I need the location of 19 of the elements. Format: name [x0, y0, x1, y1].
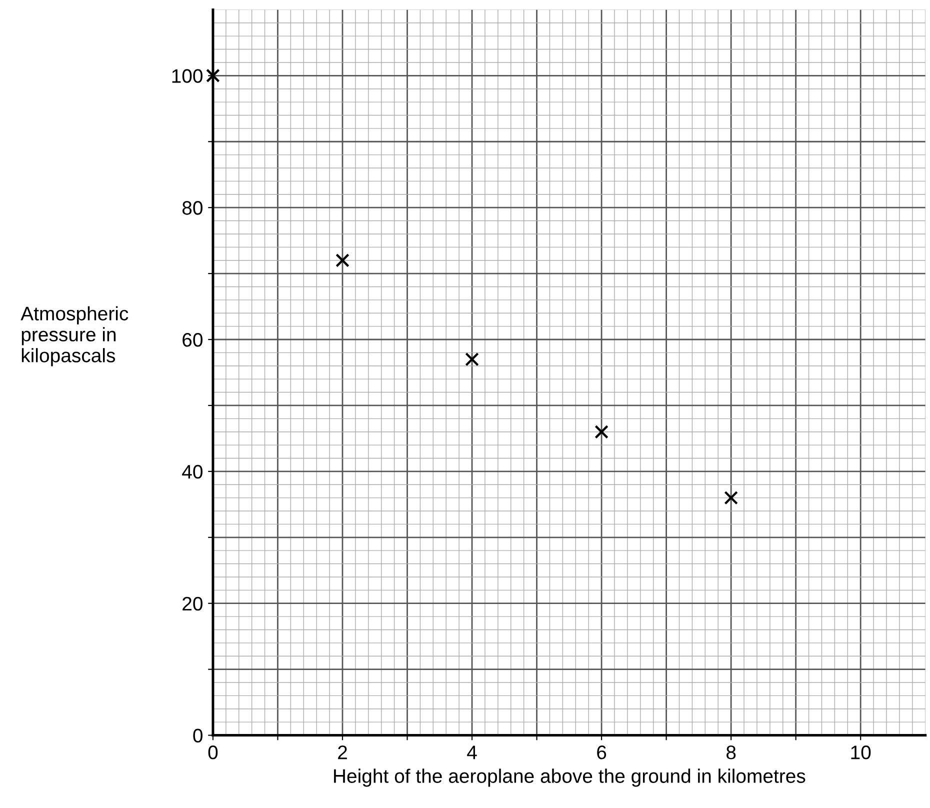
- y-tick-label: 20: [182, 596, 202, 611]
- point: [594, 424, 608, 439]
- x-tick-label: 0: [208, 746, 218, 760]
- y-tick-label: 80: [182, 201, 202, 215]
- x-tick-label: 8: [726, 746, 736, 760]
- x-tick-label: 6: [597, 746, 606, 760]
- x-axis-title: Height of the aeroplane above the ground in kilometres: [334, 768, 806, 787]
- point: [724, 490, 738, 505]
- y-tick-label: 40: [182, 464, 202, 479]
- x-tick-label: 2: [338, 746, 347, 760]
- y-tick-label: 0: [193, 728, 202, 743]
- y-axis-title: Atmospheric pressure in kilopascals: [20, 306, 128, 366]
- x-tick-label: 10: [851, 746, 871, 760]
- x-tick-label: 4: [467, 746, 477, 760]
- point: [336, 253, 350, 268]
- point: [206, 68, 220, 83]
- point: [465, 352, 479, 366]
- y-tick-label: 60: [182, 332, 202, 347]
- y-tick-label: 100: [172, 69, 202, 83]
